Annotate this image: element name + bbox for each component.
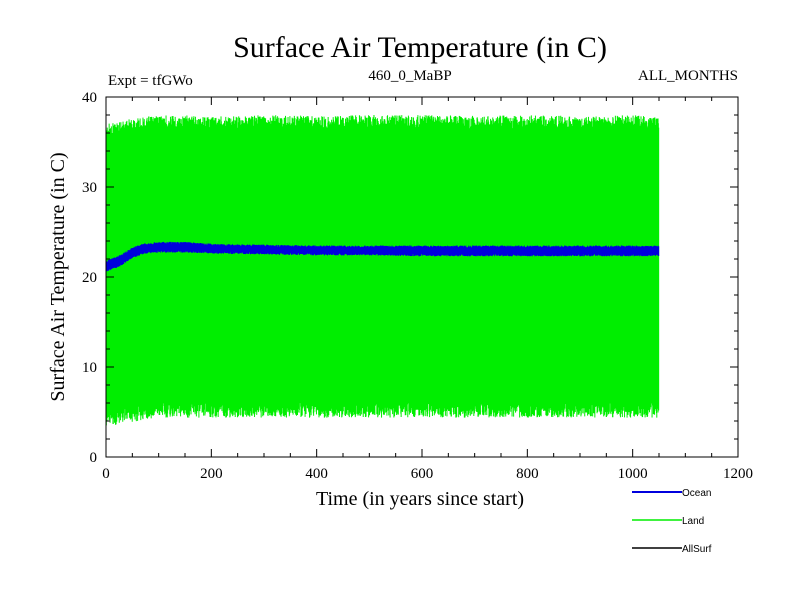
axis-tick-labels: 0 200 400 600 800 1000 1200 0 10 20 30 40 (82, 90, 753, 482)
legend-label-allsurf: AllSurf (682, 544, 712, 555)
y-tick-label: 40 (82, 90, 97, 106)
y-axis-label: Surface Air Temperature (in C) (47, 152, 69, 401)
months-label: ALL_MONTHS (638, 68, 738, 84)
land-series (105, 115, 660, 427)
x-tick-label: 1200 (723, 466, 753, 482)
y-tick-label: 20 (82, 270, 97, 286)
period-label: 460_0_MaBP (368, 68, 451, 84)
y-tick-label: 0 (90, 450, 98, 466)
legend: Ocean Land AllSurf (632, 488, 712, 555)
x-tick-label: 600 (411, 466, 434, 482)
legend-label-land: Land (682, 516, 704, 527)
y-tick-label: 10 (82, 360, 97, 376)
x-tick-label: 0 (102, 466, 110, 482)
land-series-layer (105, 115, 660, 427)
chart-title: Surface Air Temperature (in C) (233, 31, 607, 64)
x-tick-label: 200 (200, 466, 223, 482)
x-axis-label: Time (in years since start) (316, 488, 524, 510)
legend-label-ocean: Ocean (682, 488, 711, 499)
x-tick-label: 1000 (618, 466, 648, 482)
experiment-label: Expt = tfGWo (108, 73, 193, 89)
axis-ticks (105, 96, 739, 458)
x-tick-label: 800 (516, 466, 539, 482)
x-tick-label: 400 (305, 466, 328, 482)
y-tick-label: 30 (82, 180, 97, 196)
